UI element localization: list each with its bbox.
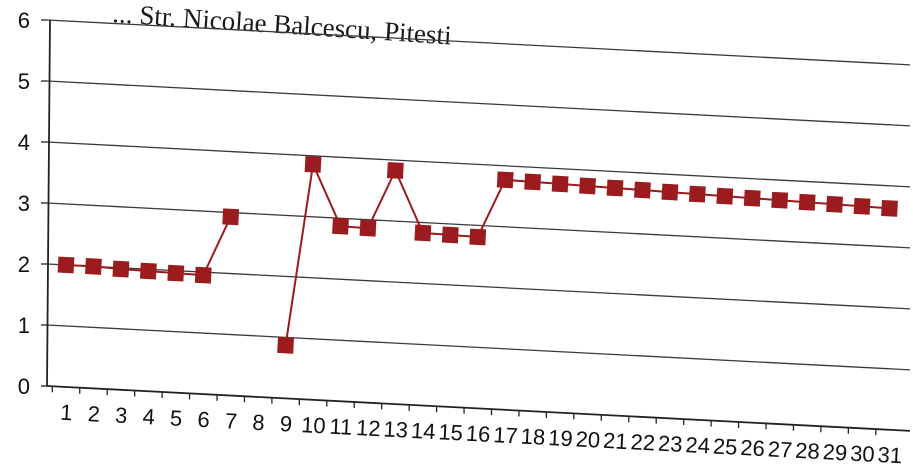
- y-tick-label-6: 6: [18, 8, 30, 33]
- x-tick-label-16: 16: [465, 421, 491, 447]
- gridline-4: [46, 141, 911, 188]
- data-point-11: [332, 217, 349, 235]
- y-tick-labels: 0 1 2 3 4 5 6: [18, 8, 30, 399]
- gridline-2: [46, 263, 911, 310]
- data-point-14: [414, 224, 432, 242]
- data-point-25: [716, 187, 734, 205]
- y-tick-label-4: 4: [18, 130, 30, 155]
- series: [57, 155, 898, 354]
- x-tick-label-26: 26: [740, 435, 766, 461]
- axes: [41, 19, 911, 436]
- data-point-24: [688, 185, 706, 203]
- data-point-6: [194, 266, 212, 284]
- gridline-1: [46, 324, 911, 371]
- gridline-5: [46, 80, 911, 127]
- x-tick-label-3: 3: [115, 403, 129, 429]
- x-tick-label-28: 28: [795, 438, 821, 464]
- data-point-23: [661, 183, 679, 201]
- gridlines: [46, 19, 911, 371]
- x-tick-label-18: 18: [520, 424, 546, 450]
- data-point-10: [304, 155, 322, 173]
- data-point-9: [277, 336, 295, 354]
- data-point-27: [771, 191, 789, 209]
- data-point-15: [441, 226, 459, 244]
- x-tick-label-10: 10: [301, 412, 327, 438]
- data-point-3: [112, 260, 130, 278]
- x-tick-label-2: 2: [87, 401, 101, 427]
- data-point-22: [634, 181, 651, 199]
- x-tick-label-24: 24: [685, 432, 711, 458]
- x-tick-label-15: 15: [438, 419, 464, 445]
- y-axis-line: [46, 19, 51, 387]
- x-tick-label-27: 27: [767, 436, 793, 462]
- chart-title: ... Str. Nicolae Balcescu, Pitesti: [112, 0, 453, 51]
- gridline-3: [46, 202, 911, 249]
- data-point-29: [826, 195, 844, 213]
- x-tick-label-31: 31: [877, 442, 903, 468]
- y-tick-label-5: 5: [18, 69, 30, 94]
- data-point-20: [579, 177, 596, 195]
- x-tick-label-8: 8: [252, 410, 266, 436]
- x-tick-label-14: 14: [410, 418, 436, 444]
- x-tick-label-29: 29: [822, 439, 848, 465]
- data-point-4: [139, 262, 157, 280]
- x-tick-label-6: 6: [197, 407, 211, 433]
- x-tick-label-1: 1: [60, 400, 74, 426]
- data-point-12: [359, 219, 377, 237]
- y-tick-label-1: 1: [18, 313, 30, 338]
- data-point-5: [167, 264, 185, 282]
- data-point-28: [798, 193, 816, 211]
- x-tick-label-7: 7: [224, 408, 238, 434]
- data-point-31: [881, 199, 898, 217]
- x-tick-label-20: 20: [575, 426, 601, 452]
- data-point-13: [386, 162, 404, 179]
- x-tick-label-19: 19: [548, 425, 574, 451]
- data-point-19: [551, 175, 569, 193]
- x-tick-label-9: 9: [279, 411, 293, 437]
- x-tick-label-30: 30: [850, 441, 876, 467]
- data-point-18: [524, 173, 542, 191]
- data-point-17: [496, 171, 514, 189]
- data-point-7: [222, 208, 240, 226]
- y-tick-label-3: 3: [18, 191, 30, 216]
- data-point-21: [606, 179, 624, 197]
- y-tick-label-0: 0: [18, 374, 30, 399]
- x-tick-label-23: 23: [657, 431, 683, 457]
- x-tick-label-13: 13: [383, 416, 409, 442]
- data-point-26: [743, 189, 761, 207]
- data-point-1: [57, 256, 75, 274]
- x-tick-label-5: 5: [169, 405, 183, 431]
- y-tick-label-2: 2: [18, 252, 30, 277]
- data-point-2: [85, 258, 102, 275]
- x-tick-label-17: 17: [493, 422, 519, 448]
- gridline-6: [46, 19, 911, 66]
- x-tick-label-4: 4: [142, 404, 156, 430]
- data-point-30: [853, 197, 871, 215]
- x-tick-labels: 1 2 3 4 5 6 7 8 9 10 11 12 13 14 15 16 17 18 19 20 21 22 23 24 2…: [60, 400, 903, 469]
- data-point-16: [469, 228, 487, 246]
- x-tick-label-22: 22: [630, 429, 656, 455]
- x-tick-label-11: 11: [329, 414, 353, 440]
- x-tick-label-25: 25: [712, 434, 738, 460]
- x-tick-label-21: 21: [603, 428, 629, 454]
- x-tick-label-12: 12: [355, 415, 381, 441]
